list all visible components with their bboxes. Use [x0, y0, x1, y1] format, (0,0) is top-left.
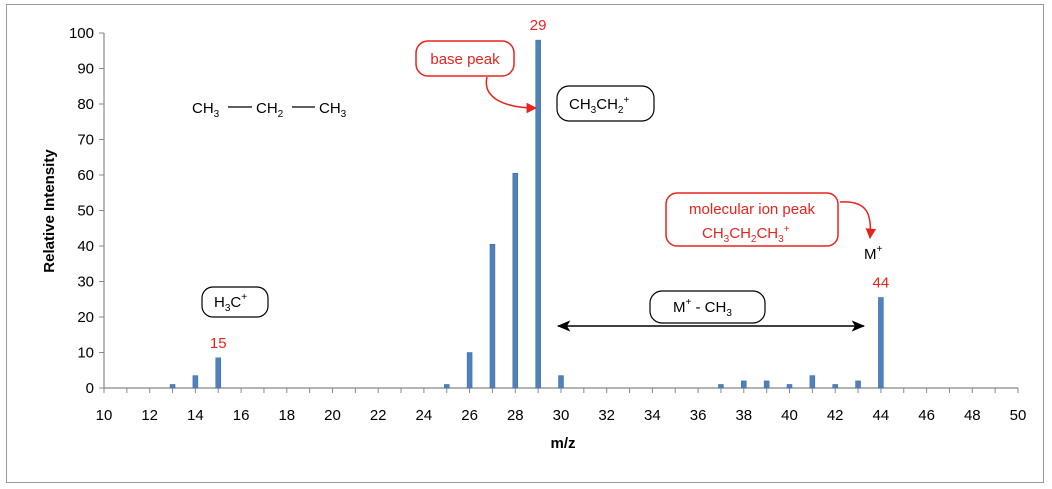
methyl-cation-label: H3C+	[201, 286, 269, 318]
peak-bar	[878, 297, 884, 389]
svg-text:H3C+: H3C+	[214, 292, 247, 314]
svg-text:molecular ion peak: molecular ion peak	[689, 201, 815, 218]
x-ticks: 10 12 14 16 18 20 22 24 26 28 30 32 34 36 38 40 42 44 46 48…	[96, 388, 1027, 424]
svg-text:CH3CH2CH3+: CH3CH2CH3+	[702, 224, 790, 245]
x-tick-label: 40	[781, 407, 798, 424]
peak-bar	[558, 375, 564, 389]
x-tick-label: 24	[416, 407, 433, 424]
molecular-ion-callout: molecular ion peak CH3CH2CH3+	[665, 192, 877, 247]
x-tick-label: 12	[141, 407, 158, 424]
x-tick-label: 50	[1010, 407, 1027, 424]
peak-bar	[444, 384, 450, 389]
y-tick-label: 0	[86, 380, 94, 397]
peak-labels: 15 29 44	[210, 17, 889, 352]
x-tick-label: 14	[187, 407, 204, 424]
peak-bar	[741, 380, 747, 389]
y-tick-label: 20	[77, 309, 94, 326]
x-tick-label: 18	[278, 407, 295, 424]
x-tick-label: 34	[644, 407, 661, 424]
x-tick-label: 32	[598, 407, 615, 424]
molecular-ion-symbol: M+	[864, 244, 883, 263]
svg-text:CH3CH2+: CH3CH2+	[569, 95, 629, 116]
x-axis-title: m/z	[550, 435, 575, 452]
x-tick-label: 46	[918, 407, 935, 424]
y-tick-label: 10	[77, 345, 94, 362]
svg-text:base peak: base peak	[430, 51, 500, 68]
peak-bar	[832, 384, 838, 389]
y-tick-label: 50	[77, 203, 94, 220]
x-tick-label: 28	[507, 407, 524, 424]
x-tick-label: 36	[690, 407, 707, 424]
peak-bar	[512, 172, 519, 389]
peak-bar	[169, 384, 176, 389]
x-tick-label: 30	[553, 407, 570, 424]
ethyl-cation-label: CH3CH2+	[556, 85, 655, 122]
peak-bar	[489, 243, 496, 389]
svg-text:M+ - CH3: M+ - CH3	[673, 297, 732, 319]
svg-text:CH2: CH2	[256, 100, 284, 120]
peak-bar	[215, 357, 221, 389]
bars	[169, 39, 884, 389]
chart-frame	[6, 4, 1044, 483]
y-axis-title: Relative Intensity	[41, 149, 58, 273]
x-tick-label: 22	[370, 407, 387, 424]
base-peak-arrow	[485, 76, 538, 114]
methyl-loss-label: M+ - CH3	[556, 290, 866, 332]
y-tick-label: 60	[77, 167, 94, 184]
y-tick-label: 40	[77, 238, 94, 255]
x-tick-label: 10	[96, 407, 113, 424]
peak-mz-label: 15	[210, 335, 227, 352]
peak-bar	[466, 352, 473, 389]
peak-bar	[192, 375, 199, 389]
x-tick-label: 42	[827, 407, 844, 424]
x-tick-label: 38	[735, 407, 752, 424]
x-tick-label: 44	[873, 407, 890, 424]
peak-mz-label: 44	[873, 274, 890, 291]
y-ticks: 0 10 20 30 40 50 60 70 80 90 100	[69, 25, 104, 397]
peak-mz-label: 29	[530, 17, 547, 34]
peak-bar	[809, 375, 816, 389]
x-tick-label: 26	[461, 407, 478, 424]
svg-text:CH3: CH3	[319, 100, 347, 120]
y-tick-label: 30	[77, 274, 94, 291]
x-tick-label: 48	[964, 407, 981, 424]
peak-bar	[535, 39, 541, 389]
peak-bar	[786, 384, 793, 389]
propane-structure: CH3 CH2 CH3	[192, 100, 347, 120]
y-tick-label: 70	[77, 132, 94, 149]
molecular-ion-arrow	[839, 201, 877, 240]
peak-bar	[718, 384, 724, 389]
x-tick-label: 16	[233, 407, 250, 424]
y-tick-label: 90	[77, 61, 94, 78]
peak-bar	[855, 380, 861, 389]
svg-text:CH3: CH3	[192, 100, 220, 120]
y-tick-label: 80	[77, 96, 94, 113]
x-tick-label: 20	[324, 407, 341, 424]
base-peak-callout: base peak	[415, 40, 538, 114]
y-tick-label: 100	[69, 25, 94, 42]
peak-bar	[763, 380, 770, 389]
